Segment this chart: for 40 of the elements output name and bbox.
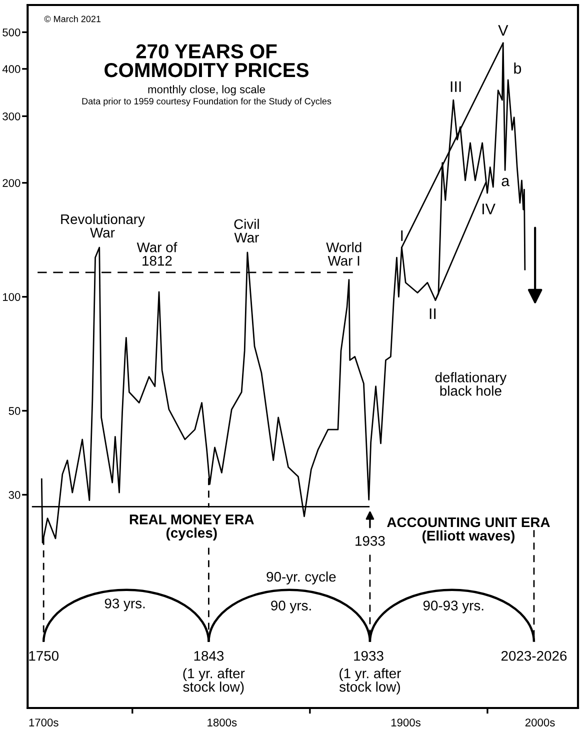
y-tick-label: 100 [3, 293, 20, 301]
annotation: REAL MONEY ERA (cycles) [130, 514, 254, 541]
text: 1900s [391, 718, 420, 726]
annotation: 2023-2026 [501, 650, 567, 661]
annotation: Civil War [234, 218, 259, 243]
text: monthly close, log scale [148, 85, 265, 96]
text: 270 YEARS OF COMMODITY PRICES [104, 44, 308, 78]
annotation: 90-yr. cycle [266, 571, 336, 584]
annotation: 90-93 yrs. [423, 600, 484, 614]
y-tick-label: 50 [8, 407, 20, 415]
annotation: (1 yr. after stock low) [183, 668, 245, 694]
annotation: © March 2021 [44, 16, 101, 22]
annotation: deflationary black hole [435, 372, 507, 396]
annotation: 90 yrs. [271, 600, 311, 614]
annotation: a [502, 178, 510, 186]
text: 2000s [525, 718, 555, 726]
annotation: Data prior to 1959 courtesy Foundation for the Study of Cycles [82, 98, 332, 106]
y-tick-label: 500 [2, 28, 20, 36]
y-tick-label: 30 [8, 491, 20, 499]
x-tick-label: 1750 [29, 650, 59, 661]
text: 1700s [29, 718, 58, 726]
y-tick-label: 400 [2, 65, 20, 74]
x-tick-label: 1933 [354, 650, 384, 661]
annotation: IV [482, 204, 496, 214]
annotation: ACCOUNTING UNIT ERA (Elliott waves) [387, 517, 550, 544]
annotation: b [514, 62, 522, 74]
x-tick-label: 1843 [194, 650, 224, 661]
annotation: 1933 [356, 536, 385, 546]
annotation: World War I [326, 242, 362, 266]
annotation: (1 yr. after stock low) [339, 668, 401, 694]
annotation: I [401, 230, 403, 241]
y-tick-label: 300 [2, 112, 20, 120]
annotation: V [498, 25, 508, 36]
text: 1800s [208, 718, 237, 726]
annotation: II [430, 308, 436, 319]
annotation: 93 yrs. [104, 598, 145, 612]
annotation: III [450, 81, 461, 92]
annotation: Revolutionary War [61, 214, 145, 238]
y-tick-label: 200 [2, 179, 20, 187]
annotation: War of 1812 [136, 242, 178, 266]
